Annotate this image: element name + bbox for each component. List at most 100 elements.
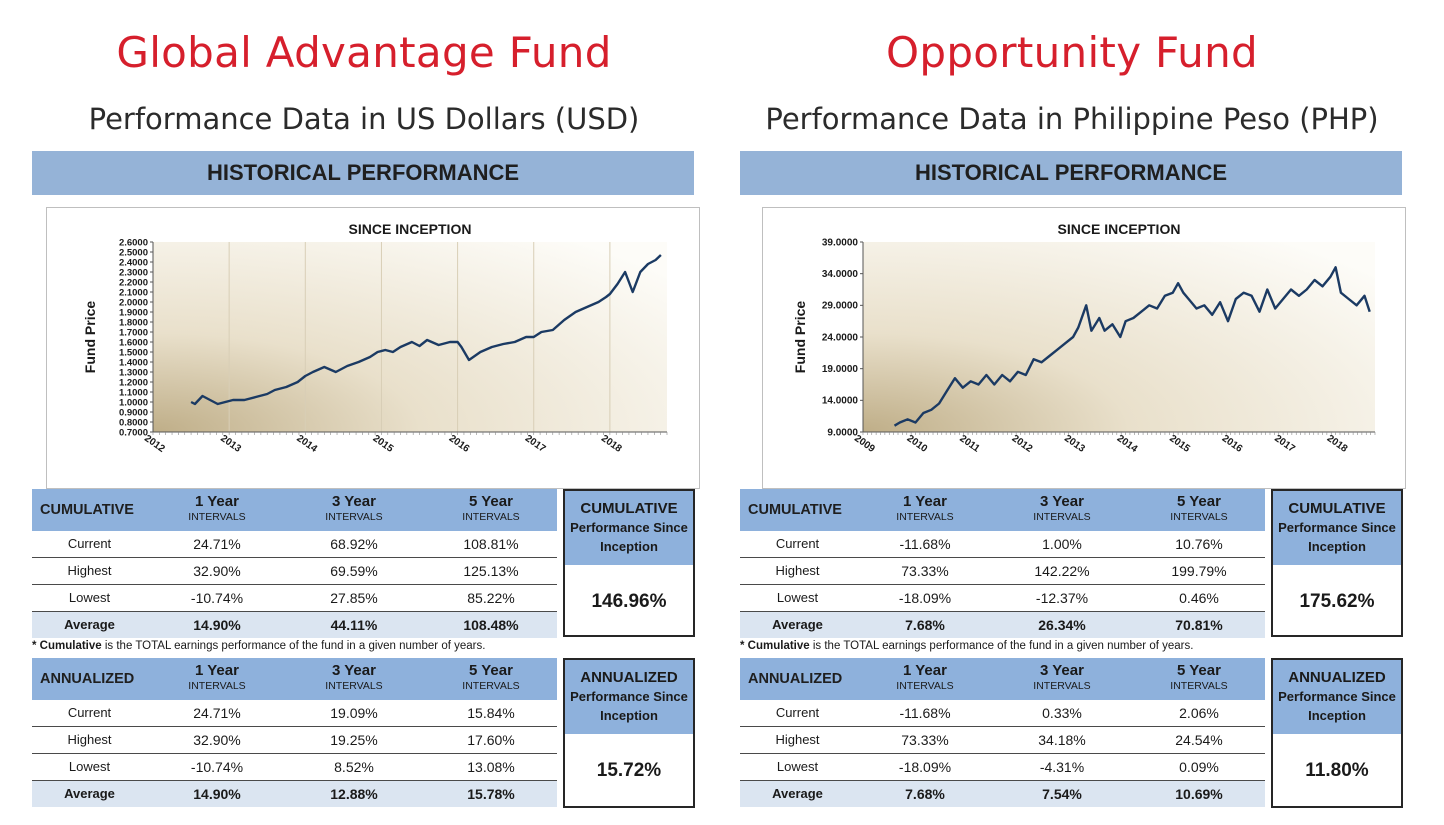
- row-value: -10.74%: [190, 759, 244, 775]
- row-value: 27.85%: [330, 590, 378, 606]
- row-value: 15.78%: [467, 786, 515, 802]
- y-tick-label: 29.0000: [822, 301, 859, 312]
- row-label: Average: [772, 617, 823, 632]
- x-tick-label: 2011: [957, 433, 981, 455]
- y-tick-label: 1.8000: [119, 317, 148, 328]
- row-value: 2.06%: [1179, 705, 1219, 721]
- cumulative-since-inception-box: CUMULATIVE Performance Since Inception 1…: [563, 489, 695, 637]
- table-label: CUMULATIVE: [748, 502, 842, 518]
- y-axis-title: Fund Price: [82, 301, 98, 374]
- row-value: 108.81%: [463, 536, 519, 552]
- row-value: 199.79%: [1171, 563, 1227, 579]
- since-inception-header: ANNUALIZED Performance Since Inception: [1273, 660, 1401, 734]
- column-header: 5 Year INTERVALS: [1134, 493, 1264, 524]
- column-header: 1 Year INTERVALS: [860, 493, 990, 524]
- row-value: 26.34%: [1038, 617, 1086, 633]
- y-tick-label: 1.0000: [119, 397, 148, 408]
- fund-subtitle: Performance Data in Philippine Peso (PHP…: [765, 102, 1379, 136]
- row-value: -4.31%: [1039, 759, 1085, 775]
- annualized-since-inception-box: ANNUALIZED Performance Since Inception 1…: [1271, 658, 1403, 808]
- y-tick-label: 1.6000: [119, 337, 148, 348]
- y-tick-label: 1.3000: [119, 367, 148, 378]
- y-tick-label: 0.7000: [119, 427, 148, 438]
- table-row: Highest 32.90% 19.25% 17.60%: [32, 727, 557, 754]
- column-year: 3 Year: [1040, 493, 1084, 510]
- since-inception-sub: Performance Since: [570, 689, 688, 704]
- row-value: -12.37%: [1035, 590, 1089, 606]
- column-sub: INTERVALS: [896, 680, 954, 692]
- since-inception-sub: Inception: [1308, 539, 1366, 554]
- since-inception-header: ANNUALIZED Performance Since Inception: [565, 660, 693, 734]
- fund-subtitle: Performance Data in US Dollars (USD): [88, 102, 640, 136]
- row-value: 12.88%: [330, 786, 378, 802]
- table-header: ANNUALIZED 1 Year INTERVALS 3 Year INTERVA…: [740, 658, 1265, 700]
- since-inception-value: 146.96%: [591, 591, 667, 612]
- row-value: 7.54%: [1042, 786, 1082, 802]
- column-sub: INTERVALS: [896, 511, 954, 523]
- column-year: 5 Year: [469, 493, 513, 510]
- row-value: 125.13%: [463, 563, 519, 579]
- annualized-since-inception-box: ANNUALIZED Performance Since Inception 1…: [563, 658, 695, 808]
- row-value: 24.71%: [193, 536, 241, 552]
- x-tick-label: 2014: [294, 433, 319, 455]
- x-tick-label: 2010: [905, 433, 930, 455]
- table-row: Highest 73.33% 142.22% 199.79%: [740, 558, 1265, 585]
- y-tick-label: 2.4000: [119, 257, 148, 268]
- y-tick-label: 1.9000: [119, 307, 148, 318]
- x-tick-label: 2016: [447, 433, 472, 455]
- column-year: 3 Year: [332, 662, 376, 679]
- column-year: 1 Year: [195, 493, 239, 510]
- row-label: Current: [775, 536, 820, 551]
- table-row: Current -11.68% 1.00% 10.76%: [740, 531, 1265, 558]
- column-sub: INTERVALS: [1033, 511, 1091, 523]
- column-year: 1 Year: [903, 662, 947, 679]
- column-year: 3 Year: [1040, 662, 1084, 679]
- chart-title: SINCE INCEPTION: [1058, 221, 1181, 237]
- row-value: 142.22%: [1034, 563, 1090, 579]
- since-inception-value: 175.62%: [1299, 591, 1375, 612]
- row-value: 0.46%: [1179, 590, 1219, 606]
- table-row-average: Average 14.90% 12.88% 15.78%: [32, 781, 557, 807]
- table-row-average: Average 7.68% 7.54% 10.69%: [740, 781, 1265, 807]
- column-sub: INTERVALS: [462, 680, 520, 692]
- row-value: 19.09%: [330, 705, 378, 721]
- x-tick-label: 2015: [1167, 433, 1192, 455]
- since-inception-value: 15.72%: [596, 760, 662, 781]
- y-tick-label: 24.0000: [822, 332, 859, 343]
- since-inception-sub: Performance Since: [570, 520, 688, 535]
- table-row: Lowest -10.74% 8.52% 13.08%: [32, 754, 557, 781]
- y-tick-label: 0.8000: [119, 417, 148, 428]
- section-header: HISTORICAL PERFORMANCE: [740, 151, 1402, 195]
- y-tick-label: 1.7000: [119, 327, 148, 338]
- row-label: Current: [67, 705, 112, 720]
- since-inception-header: CUMULATIVE Performance Since Inception: [1273, 491, 1401, 565]
- row-value: 14.90%: [193, 786, 241, 802]
- footnote-text: is the TOTAL earnings performance of the…: [809, 640, 1194, 652]
- row-value: 10.69%: [1175, 786, 1223, 802]
- column-year: 5 Year: [1177, 662, 1221, 679]
- cumulative-footnote: * Cumulative is the TOTAL earnings perfo…: [740, 640, 1193, 652]
- column-year: 1 Year: [195, 662, 239, 679]
- column-header: 3 Year INTERVALS: [997, 493, 1127, 524]
- row-label: Highest: [67, 732, 112, 747]
- column-sub: INTERVALS: [188, 680, 246, 692]
- row-value: -18.09%: [898, 590, 952, 606]
- y-tick-label: 9.0000: [827, 427, 858, 438]
- x-tick-label: 2013: [218, 433, 243, 455]
- since-inception-value: 11.80%: [1305, 760, 1369, 781]
- row-label: Highest: [775, 563, 820, 578]
- footnote-text: is the TOTAL earnings performance of the…: [101, 640, 486, 652]
- since-inception-sub: Inception: [600, 539, 658, 554]
- column-sub: INTERVALS: [325, 680, 383, 692]
- column-header: 3 Year INTERVALS: [289, 662, 419, 693]
- y-tick-label: 19.0000: [822, 364, 859, 375]
- x-tick-label: 2018: [599, 433, 624, 455]
- y-tick-label: 2.1000: [119, 287, 148, 298]
- since-inception-sub: Performance Since: [1278, 520, 1396, 535]
- column-year: 5 Year: [469, 662, 513, 679]
- row-value: -10.74%: [190, 590, 244, 606]
- column-sub: INTERVALS: [1033, 680, 1091, 692]
- table-row: Current -11.68% 0.33% 2.06%: [740, 700, 1265, 727]
- row-label: Lowest: [68, 590, 111, 605]
- since-inception-sub: Performance Since: [1278, 689, 1396, 704]
